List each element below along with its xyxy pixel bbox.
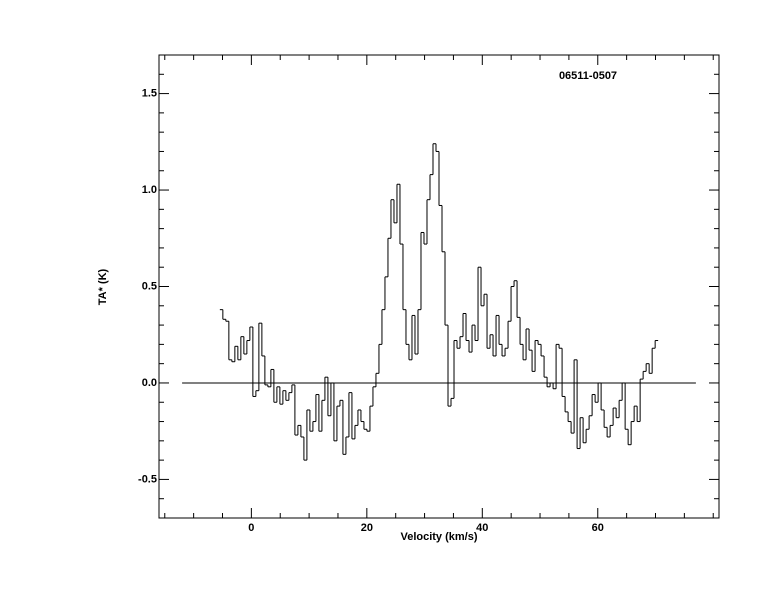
x-tick-label: 60 [592,522,604,534]
x-tick-label: 0 [248,522,254,534]
chart-title: 06511-0507 [559,70,617,82]
x-tick-label: 40 [476,522,488,534]
y-tick-label: -0.5 [138,473,157,485]
y-axis-label: TA* (K) [97,268,109,305]
y-tick-label: 0.0 [142,377,157,389]
x-tick-label: 20 [361,522,373,534]
y-tick-label: 0.5 [142,280,157,292]
x-axis-label: Velocity (km/s) [400,531,477,543]
plot-frame [158,54,720,519]
y-tick-label: 1.0 [142,184,157,196]
y-tick-label: 1.5 [142,87,157,99]
step-riser [222,143,656,461]
